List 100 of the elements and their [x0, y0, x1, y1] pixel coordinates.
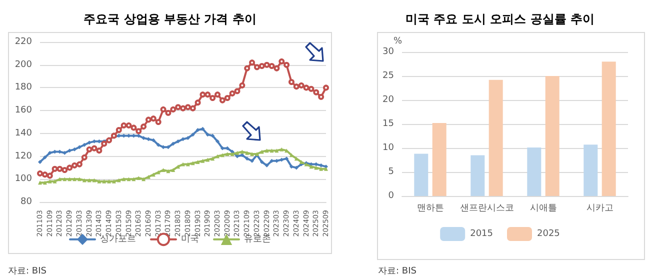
point	[48, 150, 52, 155]
line-series	[38, 126, 328, 170]
y-tick-label: 180	[14, 82, 32, 93]
point	[58, 177, 62, 182]
point	[52, 179, 57, 184]
y-tick-label: 5	[388, 167, 394, 177]
point	[184, 104, 191, 110]
point	[170, 106, 176, 112]
point	[72, 162, 78, 168]
point	[284, 62, 290, 68]
point	[214, 92, 221, 98]
y-tick-label: 20	[382, 95, 394, 105]
point	[298, 82, 304, 88]
point	[156, 142, 160, 147]
x-tick-label: 맨하튼	[416, 204, 444, 214]
x-tick-label: 시카고	[586, 204, 614, 214]
point	[136, 176, 141, 180]
point	[150, 116, 156, 122]
point	[294, 166, 298, 170]
point	[210, 95, 216, 101]
point	[52, 166, 58, 172]
point	[175, 104, 182, 110]
point	[72, 177, 77, 182]
point	[120, 122, 127, 128]
point	[225, 152, 230, 156]
point	[38, 160, 42, 164]
point	[181, 162, 185, 166]
y-tick-label: 160	[14, 106, 32, 116]
point	[190, 105, 196, 112]
point	[48, 179, 52, 184]
point	[77, 145, 82, 150]
point	[155, 119, 162, 125]
y-tick-label: 30	[382, 47, 394, 57]
chart-title: 주요국 상업용 부동산 가격 추이	[84, 12, 256, 26]
point	[264, 148, 269, 153]
point	[204, 92, 211, 98]
legend-label: 2025	[537, 229, 560, 239]
point	[270, 148, 274, 153]
point	[220, 153, 224, 158]
point	[76, 161, 82, 168]
point	[210, 156, 215, 161]
point	[308, 86, 314, 92]
point	[249, 60, 256, 66]
point	[224, 95, 230, 101]
point	[220, 146, 224, 150]
y-tick-label: 140	[14, 128, 32, 138]
point	[176, 139, 180, 144]
point	[68, 148, 72, 153]
point	[42, 180, 47, 185]
point	[145, 116, 152, 123]
point	[194, 100, 201, 106]
bar	[414, 154, 428, 196]
point	[260, 160, 264, 164]
y-tick-label: 100	[14, 174, 32, 184]
point	[181, 137, 185, 142]
point	[299, 160, 304, 164]
point	[156, 170, 160, 174]
point	[235, 154, 240, 158]
point	[250, 152, 254, 156]
point	[264, 62, 270, 68]
point	[82, 142, 86, 147]
point	[268, 63, 275, 69]
point	[42, 172, 48, 178]
point	[62, 167, 68, 173]
point	[116, 178, 121, 182]
point	[278, 58, 285, 64]
point	[289, 153, 294, 158]
point	[81, 154, 88, 160]
chart-title: 미국 주요 도시 오피스 공실률 추이	[406, 12, 594, 26]
point	[244, 65, 250, 72]
x-tick-label: 샌프란시스코	[460, 204, 514, 214]
point	[216, 139, 220, 144]
point	[77, 177, 82, 182]
text: 자료: BIS	[8, 266, 47, 276]
point	[146, 174, 150, 179]
point	[86, 146, 92, 152]
point	[126, 177, 131, 182]
point	[42, 155, 47, 160]
text: 자료: BIS	[378, 266, 417, 276]
y-tick-label: 25	[382, 71, 394, 81]
point	[107, 179, 112, 184]
bar	[432, 123, 446, 196]
point	[323, 84, 329, 91]
point	[180, 105, 186, 112]
point	[230, 152, 234, 156]
point	[102, 179, 106, 184]
point	[87, 140, 92, 145]
point	[92, 178, 96, 182]
point	[62, 150, 67, 155]
point	[216, 154, 220, 158]
y-tick-label: 200	[14, 60, 32, 70]
point	[97, 179, 102, 184]
point	[66, 164, 73, 171]
y-tick-label: 80	[20, 197, 32, 207]
point	[38, 180, 42, 185]
point	[171, 168, 176, 172]
point	[254, 64, 260, 70]
point	[87, 178, 92, 182]
bar	[602, 62, 616, 196]
point	[200, 126, 205, 131]
